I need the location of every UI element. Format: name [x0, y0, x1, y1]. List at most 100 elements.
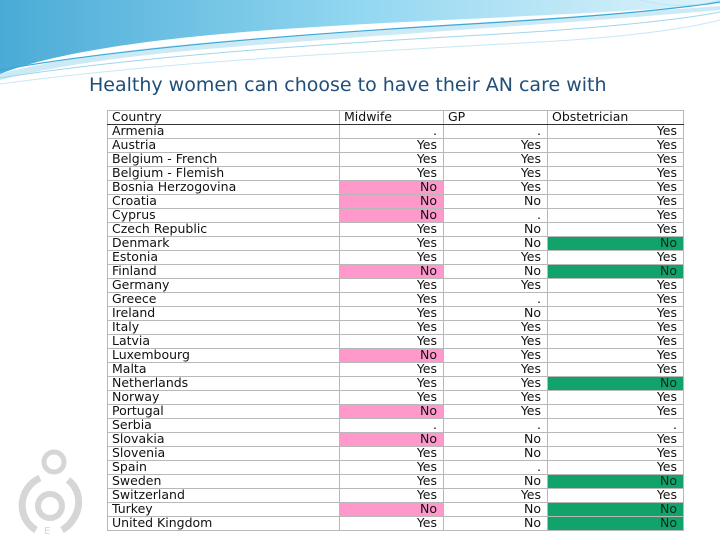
obstetrician-cell: No	[547, 376, 684, 391]
table-body: Armenia.. Yes Austria Yes Yes Yes Belgium - Fr…	[107, 124, 684, 531]
table-row: Sweden Yes No No	[107, 474, 684, 489]
table-row: Czech Republic Yes No Yes	[107, 222, 684, 237]
obstetrician-cell: Yes	[547, 124, 684, 139]
midwife-cell: No	[339, 404, 444, 419]
gp-cell: .	[443, 292, 548, 307]
country-cell: Bosnia Herzogovina	[107, 180, 340, 195]
obstetrician-cell: Yes	[547, 460, 684, 475]
country-cell: Italy	[107, 320, 340, 335]
midwife-cell: Yes	[339, 250, 444, 265]
gp-cell: Yes	[443, 152, 548, 167]
country-cell: Turkey	[107, 502, 340, 517]
obstetrician-cell: Yes	[547, 138, 684, 153]
obstetrician-cell: No	[547, 474, 684, 489]
country-cell: Sweden	[107, 474, 340, 489]
table-row: United Kingdom Yes No No	[107, 516, 684, 531]
gp-cell: No	[443, 432, 548, 447]
gp-cell: .	[443, 124, 548, 139]
country-cell: Cyprus	[107, 208, 340, 223]
midwife-cell: Yes	[339, 376, 444, 391]
gp-cell: Yes	[443, 334, 548, 349]
country-cell: Ireland	[107, 306, 340, 321]
country-cell: Switzerland	[107, 488, 340, 503]
obstetrician-cell: No	[547, 516, 684, 531]
mother-child-logo-icon: E	[18, 449, 83, 536]
country-cell: Norway	[107, 390, 340, 405]
header-country: Country	[107, 110, 340, 125]
midwife-cell: Yes	[339, 446, 444, 461]
midwife-cell: No	[339, 180, 444, 195]
table-row: Spain Yes. Yes	[107, 460, 684, 475]
gp-cell: Yes	[443, 404, 548, 419]
country-cell: Austria	[107, 138, 340, 153]
gp-cell: No	[443, 222, 548, 237]
table-row: Denmark Yes No No	[107, 236, 684, 251]
midwife-cell: Yes	[339, 236, 444, 251]
obstetrician-cell: .	[547, 418, 684, 433]
gp-cell: No	[443, 306, 548, 321]
obstetrician-cell: Yes	[547, 362, 684, 377]
midwife-cell: Yes	[339, 152, 444, 167]
table-row: Norway Yes Yes Yes	[107, 390, 684, 405]
country-cell: Luxembourg	[107, 348, 340, 363]
gp-cell: .	[443, 208, 548, 223]
gp-cell: Yes	[443, 348, 548, 363]
table-row: Turkey No No No	[107, 502, 684, 517]
gp-cell: No	[443, 194, 548, 209]
country-cell: Serbia	[107, 418, 340, 433]
header-gp: GP	[443, 110, 548, 125]
table-row: Armenia.. Yes	[107, 124, 684, 139]
table-row: Slovenia Yes No Yes	[107, 446, 684, 461]
gp-cell: No	[443, 446, 548, 461]
table-row: Belgium - French Yes Yes Yes	[107, 152, 684, 167]
midwife-cell: Yes	[339, 306, 444, 321]
gp-cell: Yes	[443, 166, 548, 181]
midwife-cell: No	[339, 348, 444, 363]
obstetrician-cell: Yes	[547, 432, 684, 447]
country-cell: Belgium - Flemish	[107, 166, 340, 181]
obstetrician-cell: Yes	[547, 250, 684, 265]
country-cell: Croatia	[107, 194, 340, 209]
country-cell: Spain	[107, 460, 340, 475]
midwife-cell: Yes	[339, 222, 444, 237]
table-header-row: Country Midwife GP Obstetrician	[107, 110, 684, 125]
obstetrician-cell: Yes	[547, 180, 684, 195]
gp-cell: .	[443, 418, 548, 433]
obstetrician-cell: Yes	[547, 306, 684, 321]
obstetrician-cell: Yes	[547, 446, 684, 461]
obstetrician-cell: No	[547, 502, 684, 517]
midwife-cell: No	[339, 502, 444, 517]
table-row: Finland No No No	[107, 264, 684, 279]
table-row: Portugal No Yes Yes	[107, 404, 684, 419]
obstetrician-cell: Yes	[547, 292, 684, 307]
header-midwife: Midwife	[339, 110, 444, 125]
midwife-cell: Yes	[339, 390, 444, 405]
gp-cell: .	[443, 460, 548, 475]
obstetrician-cell: Yes	[547, 334, 684, 349]
country-cell: Germany	[107, 278, 340, 293]
gp-cell: No	[443, 474, 548, 489]
country-cell: Slovenia	[107, 446, 340, 461]
midwife-cell: Yes	[339, 138, 444, 153]
gp-cell: No	[443, 264, 548, 279]
country-cell: Finland	[107, 264, 340, 279]
midwife-cell: Yes	[339, 292, 444, 307]
midwife-cell: Yes	[339, 488, 444, 503]
country-cell: Czech Republic	[107, 222, 340, 237]
gp-cell: Yes	[443, 488, 548, 503]
gp-cell: No	[443, 236, 548, 251]
table-row: Estonia Yes Yes Yes	[107, 250, 684, 265]
obstetrician-cell: Yes	[547, 166, 684, 181]
midwife-cell: Yes	[339, 460, 444, 475]
table-row: Greece Yes. Yes	[107, 292, 684, 307]
midwife-cell: Yes	[339, 516, 444, 531]
table-row: Switzerland Yes Yes Yes	[107, 488, 684, 503]
midwife-cell: No	[339, 264, 444, 279]
country-cell: Netherlands	[107, 376, 340, 391]
country-cell: Belgium - French	[107, 152, 340, 167]
midwife-cell: Yes	[339, 320, 444, 335]
midwife-cell: No	[339, 194, 444, 209]
country-cell: United Kingdom	[107, 516, 340, 531]
midwife-cell: Yes	[339, 362, 444, 377]
gp-cell: No	[443, 516, 548, 531]
